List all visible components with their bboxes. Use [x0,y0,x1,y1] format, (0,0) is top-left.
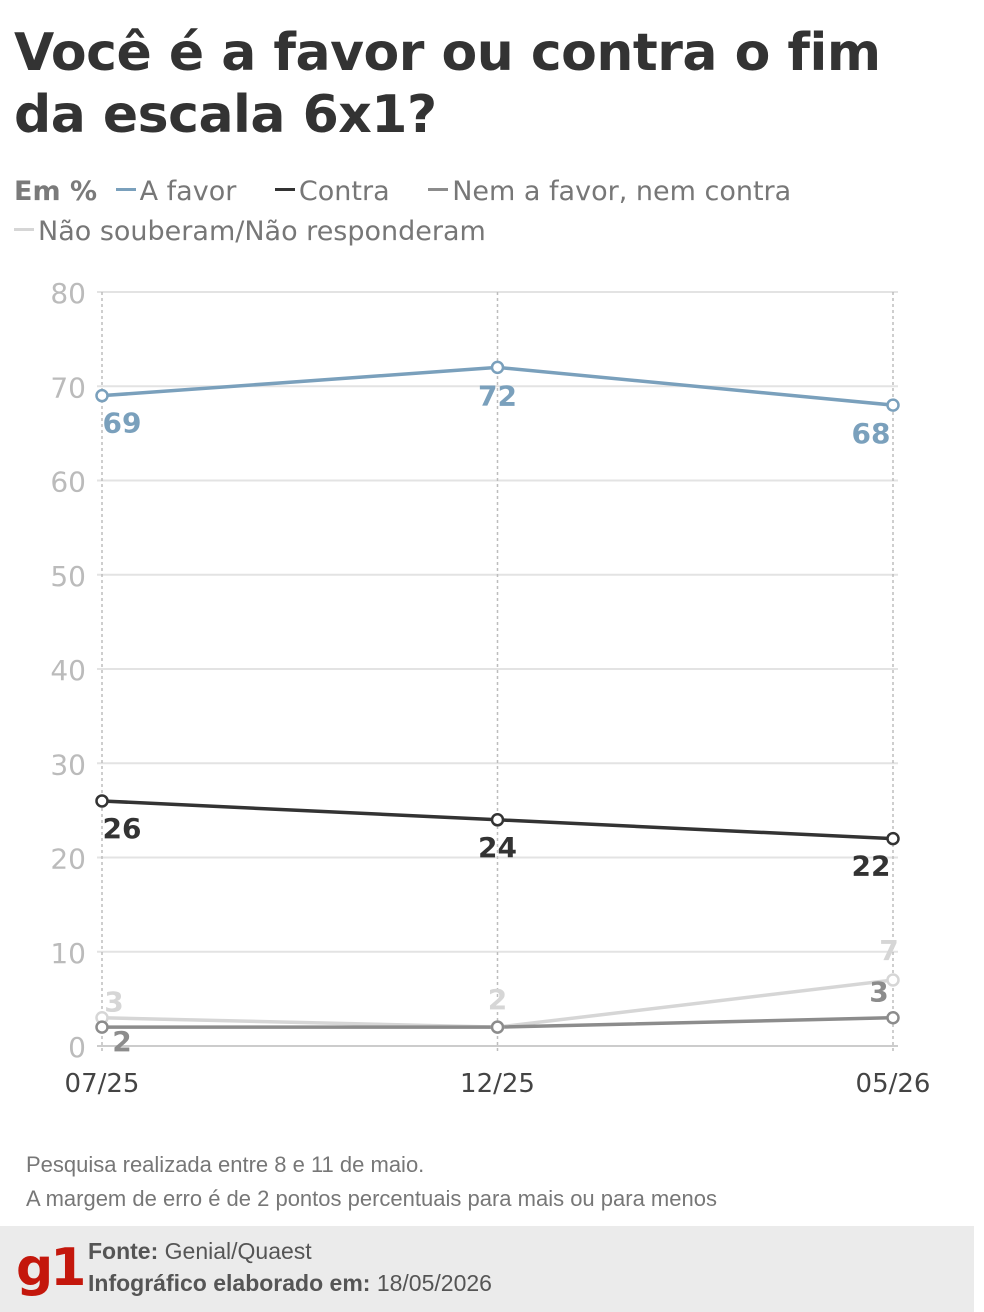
x-tick-label: 12/25 [460,1069,535,1099]
legend-swatch [428,188,449,191]
legend-item-a-favor: A favor [115,176,237,207]
data-label: 3 [869,976,888,1009]
data-point [95,388,109,403]
data-point [886,1010,900,1025]
y-tick-label: 70 [50,371,86,404]
data-point [95,794,109,808]
data-point [490,360,505,375]
data-point [886,831,900,846]
data-point [95,1020,109,1034]
y-tick-label: 20 [50,843,86,876]
legend-swatch [14,228,34,231]
source-value: Genial/Quaest [164,1238,312,1264]
data-label: 69 [103,407,142,440]
data-label: 2 [488,983,507,1016]
chart-legend: Em % A favor Contra Nem a favor, nem con… [14,172,914,252]
unit-label: Em % [14,176,98,207]
x-tick-label: 07/25 [65,1069,140,1099]
chart-title: Você é a favor ou contra o fim da escala… [14,23,881,145]
source-line: Fonte: Genial/Quaest [88,1238,312,1265]
y-tick-label: 30 [50,748,86,781]
legend-label: Contra [298,176,390,207]
y-tick-label: 10 [50,937,86,970]
data-label: 3 [104,986,123,1019]
data-label: 7 [879,934,898,967]
data-label: 72 [478,379,517,412]
data-point [886,973,900,987]
y-tick-label: 40 [50,654,86,687]
data-label: 68 [852,417,891,450]
date-value: 18/05/2026 [376,1270,492,1296]
source-label: Fonte: [88,1238,159,1264]
y-tick-label: 80 [50,277,86,310]
y-tick-label: 60 [50,466,86,499]
legend-label: Não souberam/Não responderam [38,216,486,247]
date-label: Infográfico elaborado em: [88,1270,371,1296]
footer: g1 Fonte: Genial/Quaest Infográfico elab… [0,1226,974,1312]
data-label: 22 [852,850,891,883]
legend-item-contra: Contra [274,176,390,207]
note-line: A margem de erro é de 2 pontos percentua… [26,1186,717,1211]
legend-label: A favor [139,176,237,207]
legend-item-nem-a-favor-nem-contra: Nem a favor, nem contra [428,176,791,207]
data-point [490,1020,505,1034]
legend-swatch [115,188,136,191]
chart-notes: Pesquisa realizada entre 8 e 11 de maio.… [26,1148,717,1216]
data-point [490,813,505,827]
legend-swatch [274,188,295,191]
x-tick-label: 05/26 [856,1069,931,1099]
data-label: 24 [478,831,517,864]
data-label: 2 [112,1025,131,1058]
date-line: Infográfico elaborado em: 18/05/2026 [88,1270,492,1297]
y-tick-label: 50 [50,560,86,593]
data-point [886,398,900,412]
legend-label: Nem a favor, nem contra [452,176,792,207]
legend-item-nao-souberam: Não souberam/Não responderam [14,216,486,247]
y-tick-label: 0 [68,1031,86,1064]
data-label: 26 [103,812,142,845]
note-line: Pesquisa realizada entre 8 e 11 de maio. [26,1152,425,1177]
g1-logo: g1 [16,1238,86,1298]
